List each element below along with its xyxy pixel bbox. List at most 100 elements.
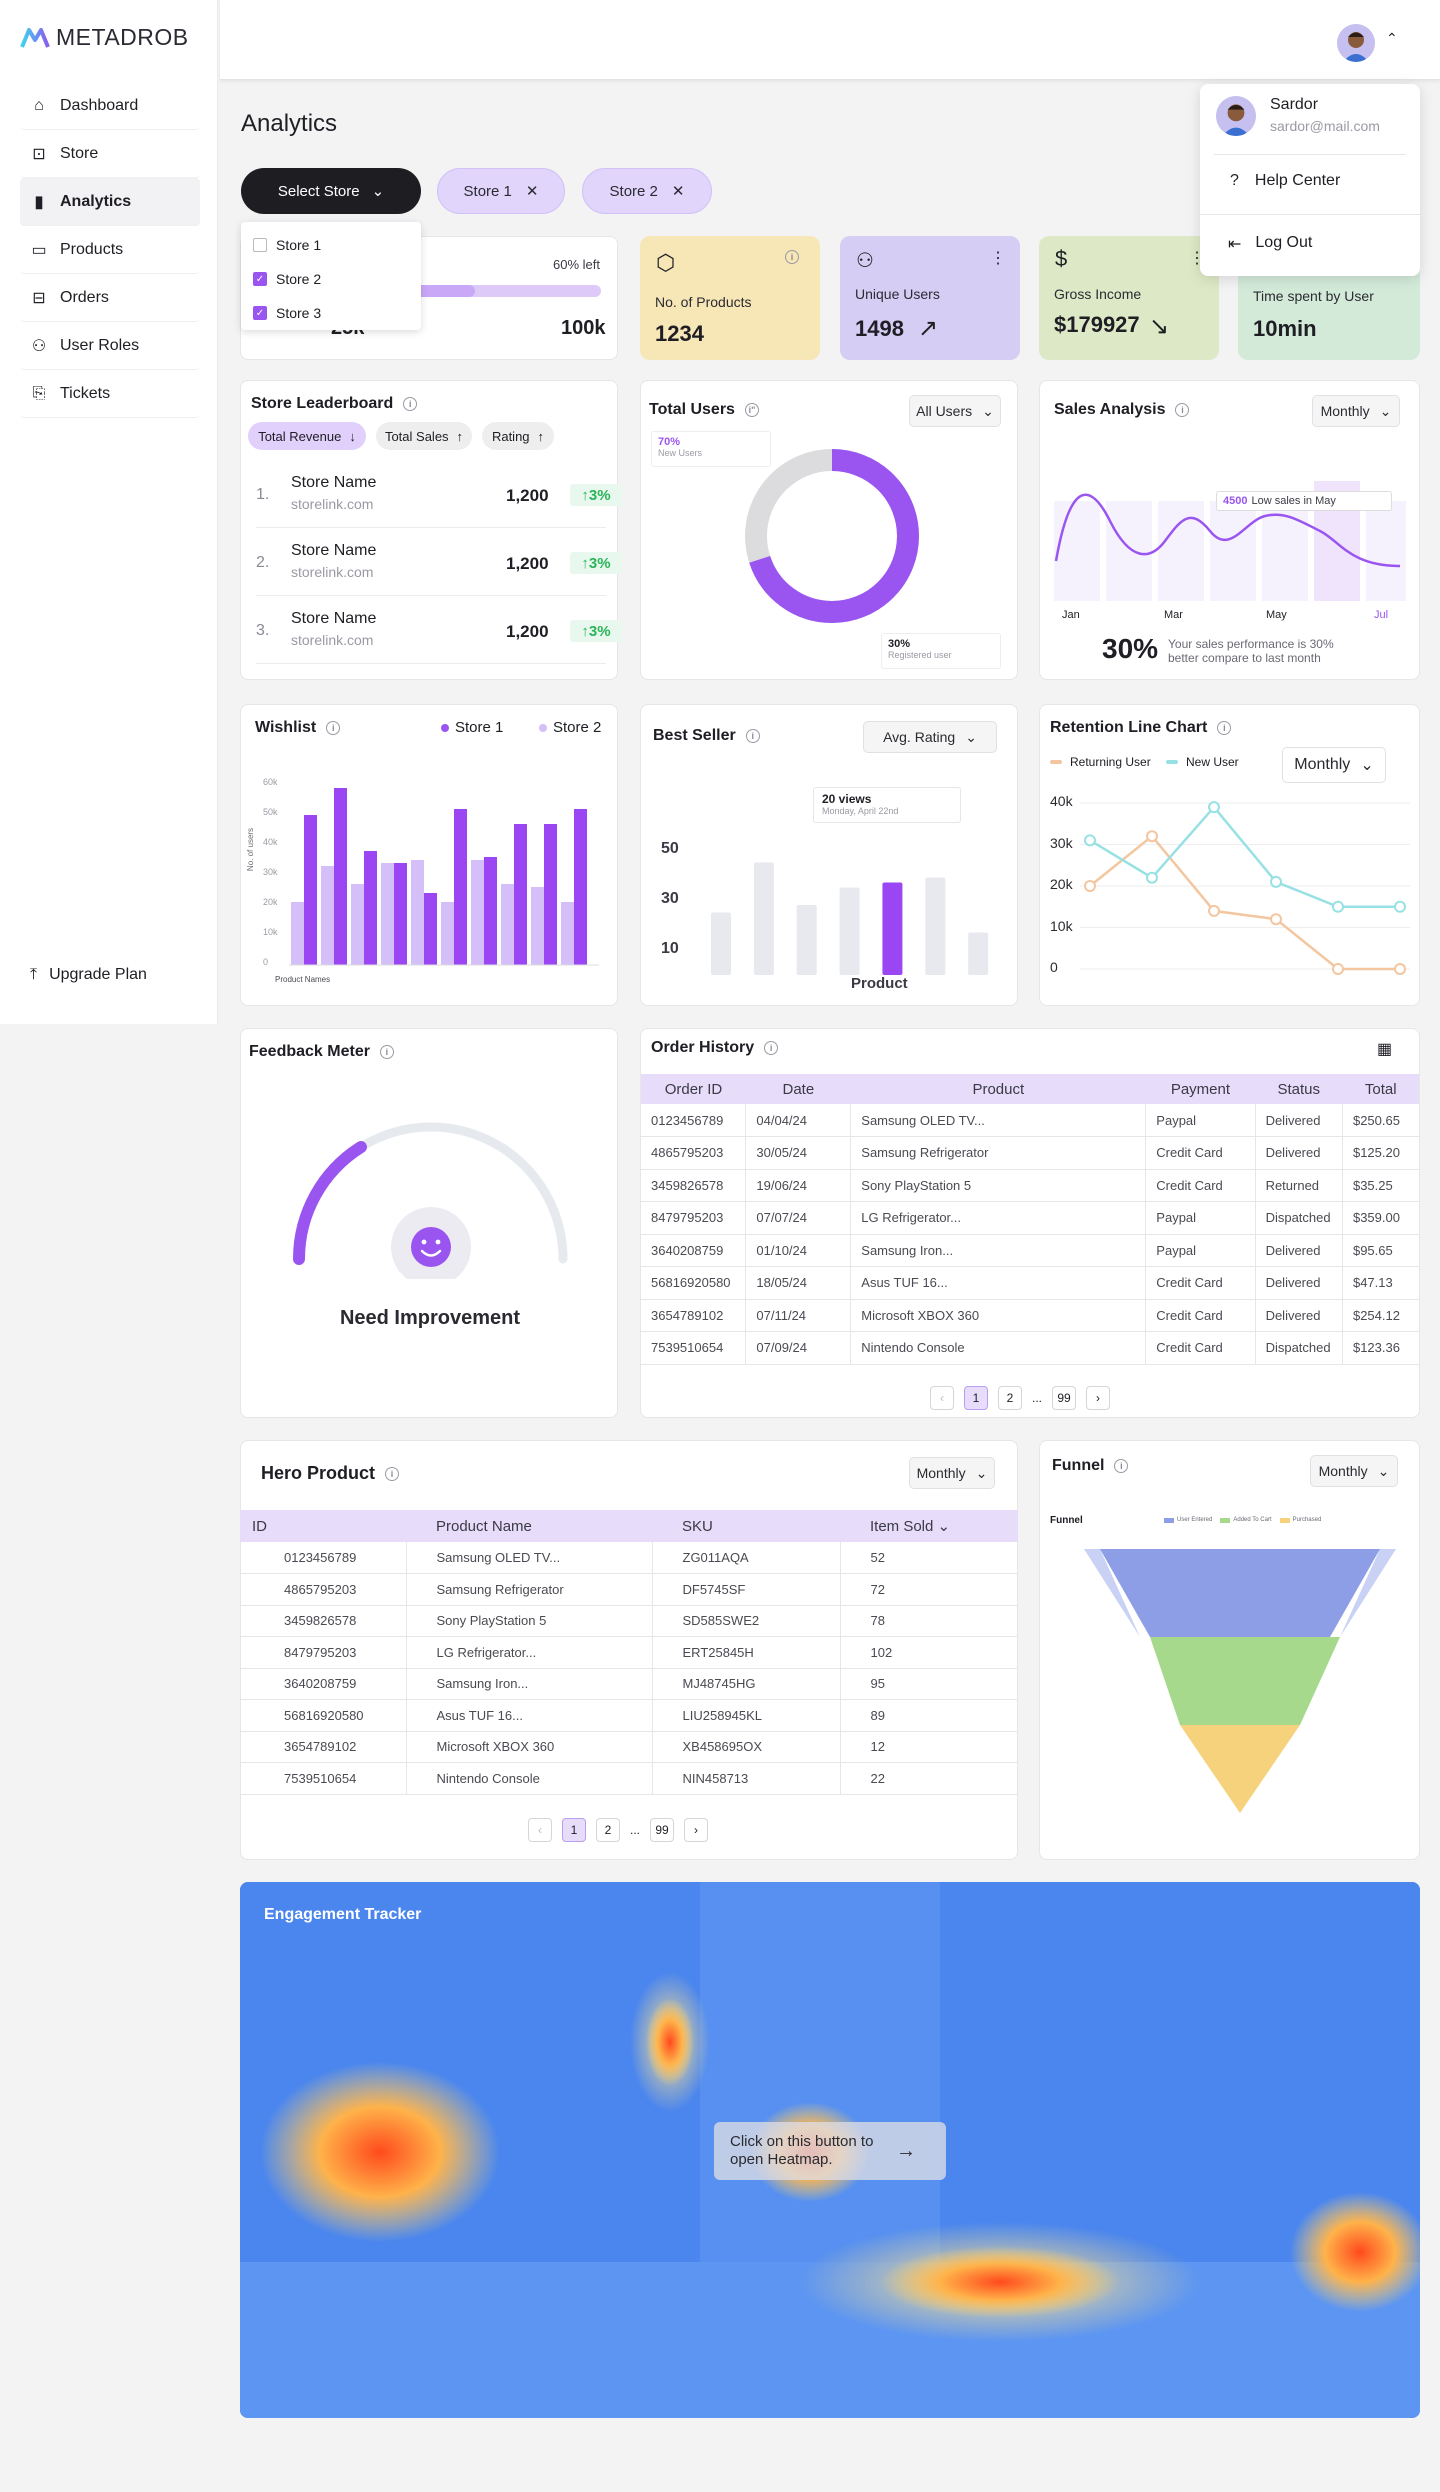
pill-label: Rating bbox=[491, 428, 530, 444]
pagination-page[interactable]: 99 bbox=[1052, 1386, 1077, 1410]
sort-pill-rating[interactable]: Rating ↑ bbox=[482, 422, 554, 450]
column-header[interactable]: Total bbox=[1342, 1074, 1419, 1104]
sidebar-item-tickets[interactable]: ⎘ Tickets bbox=[20, 370, 200, 418]
column-header[interactable]: Product bbox=[850, 1074, 1146, 1104]
upgrade-plan-button[interactable]: ⤒ Upgrade Plan bbox=[30, 966, 147, 984]
table-row[interactable]: 3654789102 Microsoft XBOX 360 XB458695OX 12 bbox=[240, 1731, 1018, 1763]
leaderboard-row[interactable]: 2. Store Name storelink.com 1,200 ↑ 3% bbox=[256, 528, 622, 596]
info-icon[interactable]: i" bbox=[744, 403, 759, 417]
store-chip[interactable]: Store 1 ✕ bbox=[437, 168, 565, 214]
leaderboard-row[interactable]: 3. Store Name storelink.com 1,200 ↑ 3% bbox=[256, 596, 622, 664]
store-chip[interactable]: Store 2 ✕ bbox=[582, 168, 712, 214]
info-icon[interactable]: i bbox=[385, 1466, 400, 1481]
y-tick-label: 60k bbox=[263, 777, 278, 787]
sort-pill-sales[interactable]: Total Sales ↑ bbox=[376, 422, 472, 450]
table-row[interactable]: 3640208759 Samsung Iron... MJ48745HG 95 bbox=[240, 1668, 1018, 1700]
avg-rating-select[interactable]: Avg. Rating ⌄ bbox=[863, 721, 997, 753]
sidebar-item-dashboard[interactable]: ⌂ Dashboard bbox=[20, 82, 200, 130]
all-users-select[interactable]: All Users ⌄ bbox=[909, 395, 1001, 427]
info-icon[interactable]: i bbox=[379, 1045, 394, 1059]
column-header[interactable]: Order ID bbox=[641, 1074, 746, 1104]
checkbox-checked-icon[interactable]: ✓ bbox=[253, 306, 267, 320]
pagination-page[interactable]: 2 bbox=[998, 1386, 1022, 1410]
pagination-prev[interactable]: ‹ bbox=[930, 1386, 954, 1410]
arrow-up-icon: ↑ bbox=[581, 486, 589, 504]
table-row[interactable]: 3459826578 Sony PlayStation 5 SD585SWE2 78 bbox=[240, 1605, 1018, 1637]
pagination-next[interactable]: › bbox=[684, 1818, 709, 1842]
logo[interactable]: METADROB bbox=[20, 24, 189, 51]
avatar[interactable] bbox=[1337, 24, 1375, 62]
column-header[interactable]: Payment bbox=[1145, 1074, 1256, 1104]
checkbox-checked-icon[interactable]: ✓ bbox=[253, 272, 267, 286]
table-row[interactable]: 3459826578 19/06/24 Sony PlayStation 5 Cred… bbox=[641, 1169, 1419, 1202]
pagination-prev[interactable]: ‹ bbox=[528, 1818, 552, 1842]
info-icon[interactable]: i bbox=[745, 729, 760, 743]
table-cell: 12 bbox=[839, 1731, 1018, 1763]
store-option[interactable]: ✓ Store 3 bbox=[241, 296, 421, 330]
info-icon[interactable]: i bbox=[1114, 1459, 1129, 1473]
more-icon[interactable]: ⋮ bbox=[990, 250, 1006, 267]
table-row[interactable]: 4865795203 Samsung Refrigerator DF5745SF 72 bbox=[240, 1573, 1018, 1606]
checkbox-icon[interactable] bbox=[253, 238, 267, 252]
info-icon[interactable]: i bbox=[764, 1041, 779, 1055]
sidebar-item-orders[interactable]: ⊟ Orders bbox=[20, 274, 200, 322]
monthly-select[interactable]: Monthly ⌄ bbox=[1310, 1455, 1398, 1487]
column-header[interactable]: Date bbox=[745, 1074, 851, 1104]
sidebar-item-store[interactable]: ⊡ Store bbox=[20, 130, 200, 178]
calendar-icon[interactable]: ▦ bbox=[1377, 1041, 1393, 1058]
registered-pct: 30% bbox=[888, 638, 911, 650]
logout-item[interactable]: ⇤ Log Out bbox=[1228, 234, 1312, 254]
monthly-select[interactable]: Monthly ⌄ bbox=[909, 1457, 995, 1489]
pagination-page[interactable]: 2 bbox=[596, 1818, 620, 1842]
table-row[interactable]: 7539510654 07/09/24 Nintendo Console Credit… bbox=[641, 1331, 1419, 1365]
sidebar-item-analytics[interactable]: ▮ Analytics bbox=[20, 178, 200, 226]
topbar: ⌃ bbox=[220, 0, 1440, 80]
pagination-page[interactable]: 1 bbox=[562, 1818, 586, 1842]
info-icon[interactable]: i bbox=[1175, 403, 1190, 417]
table-cell: 0123456789 bbox=[240, 1542, 406, 1574]
table-row[interactable]: 8479795203 07/07/24 LG Refrigerator... Payp… bbox=[641, 1201, 1419, 1235]
info-icon[interactable]: i bbox=[1217, 721, 1232, 735]
info-icon[interactable]: i bbox=[326, 721, 341, 735]
table-row[interactable]: 0123456789 Samsung OLED TV... ZG011AQA 52 bbox=[240, 1542, 1018, 1574]
store-option[interactable]: Store 1 bbox=[241, 228, 421, 262]
column-header[interactable]: Item Sold ⌄ bbox=[840, 1510, 1018, 1542]
store-link: storelink.com bbox=[291, 496, 374, 512]
table-row[interactable]: 0123456789 04/04/24 Samsung OLED TV... Payp… bbox=[641, 1104, 1419, 1137]
pagination-page[interactable]: 1 bbox=[964, 1386, 988, 1410]
table-row[interactable]: 56816920580 Asus TUF 16... LIU258945KL 89 bbox=[240, 1699, 1018, 1732]
pagination-next[interactable]: › bbox=[1086, 1386, 1111, 1410]
goal-progress-bar bbox=[391, 285, 601, 297]
help-center-item[interactable]: ? Help Center bbox=[1230, 172, 1340, 190]
open-heatmap-button[interactable]: Click on this button to open Heatmap. → bbox=[714, 2122, 946, 2180]
column-header[interactable]: Status bbox=[1255, 1074, 1343, 1104]
table-row[interactable]: 8479795203 LG Refrigerator... ERT25845H 102 bbox=[240, 1636, 1018, 1669]
store-option[interactable]: ✓ Store 2 bbox=[241, 262, 421, 296]
table-row[interactable]: 3654789102 07/11/24 Microsoft XBOX 360 Cred… bbox=[641, 1299, 1419, 1332]
question-icon: ? bbox=[1230, 172, 1239, 189]
close-icon[interactable]: ✕ bbox=[671, 183, 685, 200]
sort-pill-revenue[interactable]: Total Revenue ↓ bbox=[248, 422, 366, 450]
pagination-page[interactable]: 99 bbox=[650, 1818, 675, 1842]
leaderboard-row[interactable]: 1. Store Name storelink.com 1,200 ↑ 3% bbox=[256, 460, 622, 528]
sidebar-item-products[interactable]: ▭ Products bbox=[20, 226, 200, 274]
store-chip-label: Store 2 bbox=[609, 182, 658, 200]
column-header[interactable]: SKU bbox=[652, 1510, 840, 1542]
info-icon[interactable]: i bbox=[785, 250, 799, 264]
column-header-label: Total bbox=[1364, 1080, 1397, 1098]
select-store-button[interactable]: Select Store ⌄ bbox=[241, 168, 421, 214]
chevron-up-icon[interactable]: ⌃ bbox=[1386, 30, 1398, 46]
sidebar-item-user-roles[interactable]: ⚇ User Roles bbox=[20, 322, 200, 370]
table-cell: 22 bbox=[839, 1762, 1018, 1795]
info-icon[interactable]: i bbox=[403, 397, 418, 411]
monthly-select[interactable]: Monthly ⌄ bbox=[1312, 395, 1400, 427]
table-row[interactable]: 7539510654 Nintendo Console NIN458713 22 bbox=[240, 1762, 1018, 1795]
column-header[interactable]: Product Name bbox=[406, 1510, 652, 1542]
table-row[interactable]: 56816920580 18/05/24 Asus TUF 16... Credit … bbox=[641, 1266, 1419, 1300]
close-icon[interactable]: ✕ bbox=[525, 183, 539, 200]
column-header[interactable]: ID bbox=[240, 1510, 406, 1542]
table-row[interactable]: 4865795203 30/05/24 Samsung Refrigerator Cr… bbox=[641, 1136, 1419, 1170]
help-center-label: Help Center bbox=[1254, 172, 1341, 189]
monthly-select[interactable]: Monthly ⌄ bbox=[1282, 747, 1386, 783]
table-row[interactable]: 3640208759 01/10/24 Samsung Iron... Paypal D… bbox=[641, 1234, 1419, 1267]
